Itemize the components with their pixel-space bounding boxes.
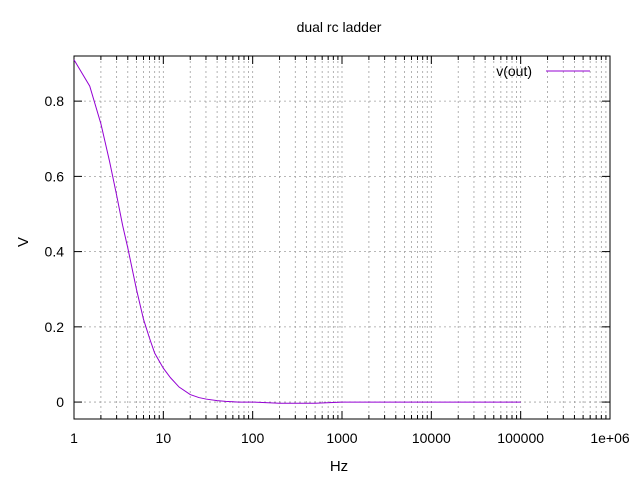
- grid: [73, 56, 611, 419]
- series-line-vout: [73, 59, 521, 404]
- axis-ticks: [73, 56, 611, 419]
- y-tick-label: 0.2: [45, 319, 65, 335]
- x-tick-label: 1000: [326, 430, 357, 446]
- x-tick-label: 10: [156, 430, 172, 446]
- x-tick-label: 10000: [412, 430, 451, 446]
- chart-title: dual rc ladder: [297, 19, 382, 35]
- legend-label: v(out): [496, 63, 532, 79]
- legend: v(out): [496, 63, 590, 79]
- y-axis-title: V: [15, 237, 32, 247]
- x-tick-label: 1e+06: [590, 430, 630, 446]
- y-tick-label: 0.8: [45, 93, 65, 109]
- y-tick-label: 0: [56, 394, 64, 410]
- x-tick-label: 100000: [497, 430, 544, 446]
- y-tick-label: 0.6: [45, 168, 65, 184]
- x-tick-label: 100: [241, 430, 265, 446]
- x-tick-label: 1: [70, 430, 78, 446]
- series-layer: [73, 59, 521, 404]
- tick-labels: 0 0.2 0.4 0.6 0.8 1 10 100 1000 10000 100000 1e+06: [45, 93, 630, 446]
- x-axis-title: Hz: [330, 458, 348, 475]
- y-tick-label: 0.4: [45, 244, 65, 260]
